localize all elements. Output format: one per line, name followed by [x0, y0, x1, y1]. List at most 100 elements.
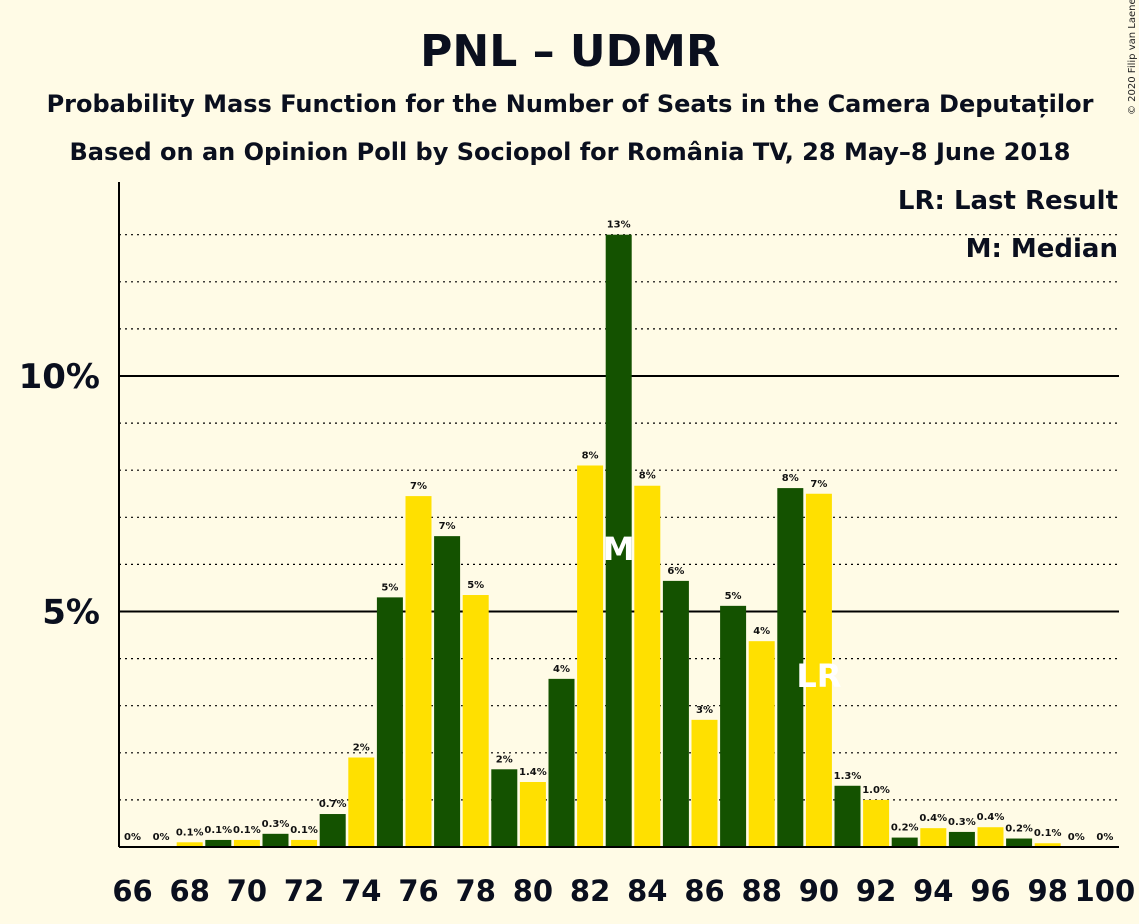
value-label-seat-95: 0.3%	[948, 817, 976, 828]
value-label-seat-72: 0.1%	[290, 825, 318, 836]
x-tick-label-66: 66	[112, 874, 152, 908]
value-label-seat-73: 0.7%	[319, 799, 347, 810]
chart-subtitle: Probability Mass Function for the Number…	[47, 90, 1094, 118]
bars	[176, 234, 1061, 847]
value-label-seat-81: 4%	[553, 664, 570, 675]
bar-seat-84	[634, 485, 661, 847]
x-tick-label-82: 82	[570, 874, 610, 908]
y-tick-label-5: 5%	[42, 593, 100, 633]
x-tick-label-92: 92	[856, 874, 896, 908]
y-tick-labels: 5% 10%	[19, 357, 100, 633]
value-label-seat-75: 5%	[381, 582, 398, 593]
value-label-seat-77: 7%	[439, 521, 456, 532]
bar-seat-92	[863, 799, 890, 847]
value-label-seat-90: 7%	[810, 479, 827, 490]
bar-seat-91	[834, 785, 861, 847]
bar-markers: M LR	[603, 530, 842, 695]
chart-subtitle-poll: Based on an Opinion Poll by Sociopol for…	[69, 138, 1070, 166]
x-tick-label-100: 100	[1075, 874, 1136, 908]
bar-seat-95	[948, 831, 975, 847]
bar-seat-79	[491, 769, 518, 847]
bar-seat-69	[205, 839, 232, 847]
bar-seat-82	[577, 465, 604, 847]
last-result-marker: LR	[796, 657, 841, 695]
value-label-seat-80: 1.4%	[519, 767, 547, 778]
value-label-seat-98: 0.1%	[1034, 828, 1062, 839]
axes	[118, 182, 1119, 848]
value-label-seat-97: 0.2%	[1005, 824, 1033, 835]
value-label-seat-66: 0%	[124, 832, 141, 843]
legend-last-result: LR: Last Result	[898, 186, 1118, 216]
value-label-seat-89: 8%	[782, 473, 799, 484]
bar-seat-86	[691, 719, 718, 847]
bar-seat-88	[748, 641, 775, 847]
bar-seat-97	[1006, 838, 1033, 847]
bar-seat-85	[662, 580, 689, 847]
legend-median: M: Median	[966, 234, 1118, 264]
chart-title: PNL – UDMR	[420, 26, 720, 77]
x-tick-label-72: 72	[284, 874, 324, 908]
value-label-seat-99: 0%	[1068, 832, 1085, 843]
bar-seat-73	[319, 814, 346, 847]
value-label-seat-91: 1.3%	[834, 771, 862, 782]
value-label-seat-67: 0%	[153, 832, 170, 843]
x-tick-label-74: 74	[341, 874, 381, 908]
bar-seat-81	[548, 678, 575, 847]
value-labels: 0% 0% 0.1% 0.1% 0.1%0.3%0.1%0.7%2%5%7%7%5%2%…	[124, 220, 1113, 843]
bar-seat-70	[233, 839, 260, 847]
bar-seat-94	[920, 828, 947, 847]
value-label-seat-68: 0.1%	[176, 827, 204, 838]
value-label-seat-79: 2%	[496, 754, 513, 765]
bar-seat-71	[262, 833, 289, 847]
bar-seat-74	[348, 757, 375, 847]
bar-seat-98	[1034, 843, 1061, 847]
x-tick-label-76: 76	[398, 874, 438, 908]
bar-seat-72	[291, 839, 318, 847]
value-label-seat-96: 0.4%	[977, 812, 1005, 823]
x-tick-label-98: 98	[1028, 874, 1068, 908]
value-label-seat-92: 1.0%	[862, 785, 890, 796]
x-tick-label-84: 84	[627, 874, 667, 908]
value-label-seat-78: 5%	[467, 580, 484, 591]
x-tick-label-90: 90	[799, 874, 839, 908]
bar-seat-77	[434, 536, 461, 847]
value-label-seat-87: 5%	[725, 591, 742, 602]
value-label-seat-70: 0.1%	[233, 825, 261, 836]
bar-seat-87	[720, 605, 747, 847]
x-tick-label-88: 88	[742, 874, 782, 908]
bar-seat-80	[519, 782, 546, 847]
y-tick-label-10: 10%	[19, 357, 100, 397]
bar-seat-78	[462, 595, 489, 847]
value-label-seat-100: 0%	[1096, 832, 1113, 843]
value-label-seat-86: 3%	[696, 705, 713, 716]
copyright-text: © 2020 Filip van Laenen	[1127, 0, 1138, 115]
x-tick-label-80: 80	[513, 874, 553, 908]
bar-seat-89	[777, 488, 804, 847]
median-marker: M	[603, 530, 635, 568]
x-tick-label-96: 96	[970, 874, 1010, 908]
value-label-seat-71: 0.3%	[262, 819, 290, 830]
bar-seat-75	[376, 597, 403, 847]
bar-seat-96	[977, 827, 1004, 847]
x-tick-labels: 66 68 70 72 74 76 78 80 82 84 86 88 90 92 94 96 98 100	[112, 874, 1135, 908]
x-tick-label-86: 86	[684, 874, 724, 908]
value-label-seat-94: 0.4%	[919, 813, 947, 824]
value-label-seat-88: 4%	[753, 626, 770, 637]
bar-seat-90	[805, 493, 832, 847]
value-label-seat-76: 7%	[410, 481, 427, 492]
value-label-seat-85: 6%	[667, 566, 684, 577]
value-label-seat-93: 0.2%	[891, 823, 919, 834]
x-tick-label-68: 68	[170, 874, 210, 908]
x-tick-label-70: 70	[227, 874, 267, 908]
bar-seat-83	[605, 234, 632, 847]
x-tick-label-78: 78	[456, 874, 496, 908]
value-label-seat-69: 0.1%	[204, 825, 232, 836]
bar-seat-76	[405, 496, 432, 847]
value-label-seat-74: 2%	[353, 743, 370, 754]
x-tick-label-94: 94	[913, 874, 953, 908]
bar-seat-93	[891, 837, 918, 847]
value-label-seat-84: 8%	[639, 471, 656, 482]
bar-seat-68	[176, 842, 203, 847]
value-label-seat-82: 8%	[582, 450, 599, 461]
